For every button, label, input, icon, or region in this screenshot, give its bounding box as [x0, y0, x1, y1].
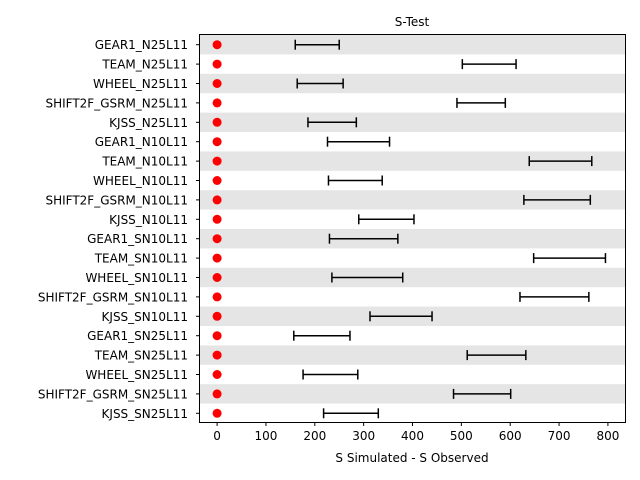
observed-point [212, 311, 222, 321]
x-tick-label: 700 [548, 429, 571, 443]
y-tick-label: SHIFT2F_GSRM_SN10L11 [38, 290, 188, 304]
row-band [200, 73, 625, 94]
x-tick-label: 600 [499, 429, 522, 443]
observed-points [212, 40, 222, 418]
observed-point [212, 292, 222, 302]
y-tick-label: KJSS_N25L11 [109, 116, 188, 130]
row-band [200, 267, 625, 288]
x-tick-label: 200 [303, 429, 326, 443]
observed-point [212, 195, 222, 205]
observed-point [212, 176, 222, 185]
y-tick-label: WHEEL_SN10L11 [85, 271, 188, 285]
row-band [200, 112, 625, 132]
y-tick-label: GEAR1_N25L11 [95, 38, 188, 52]
y-tick-label: KJSS_N10L11 [109, 213, 188, 227]
observed-point [212, 98, 222, 108]
row-bands [200, 35, 625, 404]
y-tick-label: SHIFT2F_GSRM_N25L11 [45, 96, 188, 110]
x-axis-ticks: 0 100 200 300 400 500 600 700 800 [213, 422, 619, 443]
y-axis-ticks: GEAR1_N25L11 TEAM_N25L11 WHEEL_N25L11 SHIFT… [38, 38, 200, 421]
y-tick-label: TEAM_N25L11 [101, 58, 188, 72]
y-tick-label: WHEEL_SN25L11 [85, 368, 188, 382]
chart-title: S-Test [395, 15, 430, 29]
x-axis-label: S Simulated - S Observed [335, 451, 488, 465]
y-tick-label: SHIFT2F_GSRM_N10L11 [45, 193, 188, 207]
error-bars [293, 39, 607, 419]
y-tick-label: WHEEL_N25L11 [93, 77, 188, 91]
observed-point [212, 408, 222, 418]
y-tick-label: TEAM_SN10L11 [94, 252, 188, 266]
observed-point [212, 40, 222, 50]
observed-point [212, 214, 222, 224]
observed-point [212, 59, 222, 69]
x-tick-label: 800 [596, 429, 619, 443]
row-band [200, 35, 625, 55]
x-tick-label: 0 [213, 429, 221, 443]
observed-point [212, 350, 222, 360]
y-tick-label: TEAM_N10L11 [101, 155, 188, 169]
observed-point [212, 389, 222, 399]
y-tick-label: GEAR1_N10L11 [95, 135, 188, 149]
y-tick-label: KJSS_SN25L11 [102, 407, 188, 421]
row-band [200, 345, 625, 365]
observed-point [212, 79, 222, 88]
y-tick-label: GEAR1_SN25L11 [87, 329, 188, 343]
observed-point [212, 156, 222, 166]
observed-point [212, 137, 222, 147]
y-tick-label: KJSS_SN10L11 [102, 310, 188, 324]
observed-point [212, 117, 222, 127]
observed-point [212, 253, 222, 263]
x-tick-label: 100 [254, 429, 277, 443]
observed-point [212, 370, 222, 379]
x-tick-label: 300 [352, 429, 375, 443]
row-band [200, 384, 625, 404]
y-tick-label: SHIFT2F_GSRM_SN25L11 [38, 387, 188, 401]
row-band [200, 190, 625, 210]
x-tick-label: 400 [401, 429, 424, 443]
y-tick-label: GEAR1_SN10L11 [87, 232, 188, 246]
observed-point [212, 273, 222, 282]
x-tick-label: 500 [450, 429, 473, 443]
row-band [200, 229, 625, 249]
y-tick-label: TEAM_SN25L11 [94, 349, 188, 363]
y-tick-label: WHEEL_N10L11 [93, 174, 188, 188]
observed-point [212, 234, 222, 244]
plot-frame [199, 34, 626, 423]
row-band [200, 151, 625, 171]
observed-point [212, 331, 222, 341]
